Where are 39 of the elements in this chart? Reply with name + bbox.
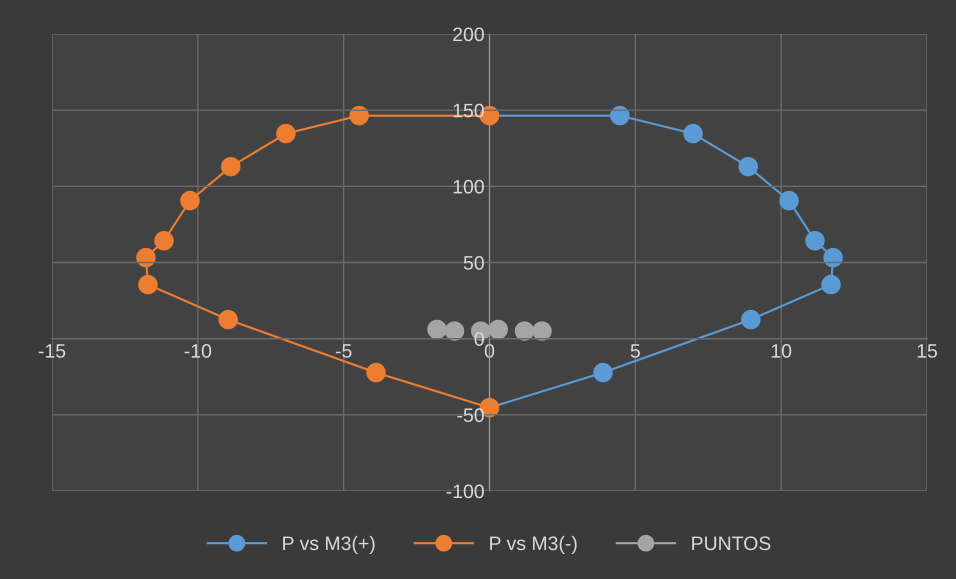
point <box>136 248 156 268</box>
point <box>805 230 825 250</box>
x-tick-label: -5 <box>336 344 352 358</box>
point <box>532 321 552 341</box>
x-tick-label: 10 <box>772 344 792 358</box>
point <box>821 274 841 294</box>
point <box>276 124 296 144</box>
point <box>218 310 238 330</box>
x-tick-label: 5 <box>630 344 640 358</box>
y-tick-label: 150 <box>454 104 484 118</box>
point <box>683 124 703 144</box>
point <box>138 274 158 294</box>
y-tick-label: -50 <box>457 408 484 422</box>
point <box>514 321 534 341</box>
y-tick-label: 0 <box>474 332 484 346</box>
point <box>154 230 174 250</box>
point <box>610 106 630 126</box>
legend-label: P vs M3(+) <box>283 536 375 554</box>
point <box>823 248 843 268</box>
x-tick-label: -10 <box>184 344 212 358</box>
point <box>779 190 799 210</box>
point <box>738 156 758 176</box>
y-tick-label: 100 <box>454 180 484 194</box>
point <box>444 321 464 341</box>
x-tick-label: 15 <box>918 344 937 358</box>
y-tick-label: 200 <box>453 27 484 42</box>
legend-label: P vs M3(-) <box>490 536 577 554</box>
y-tick-label: -100 <box>446 484 484 498</box>
point <box>427 320 447 340</box>
point <box>741 310 761 330</box>
x-tick-label: -15 <box>38 344 66 358</box>
point <box>488 320 508 340</box>
point <box>180 190 200 210</box>
point <box>593 362 613 382</box>
y-tick-label: 50 <box>464 256 484 270</box>
point <box>349 106 369 126</box>
point <box>221 156 241 176</box>
legend-label: PUNTOS <box>692 536 770 550</box>
point <box>366 362 386 382</box>
